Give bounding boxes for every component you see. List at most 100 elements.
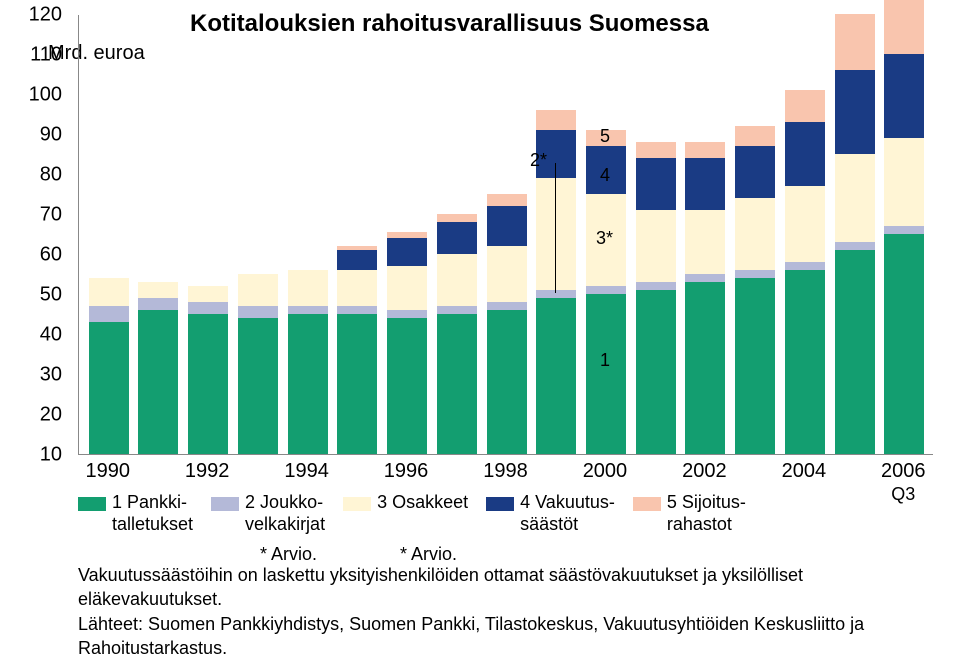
x-tick-label: 2002 <box>682 460 727 483</box>
y-tick-label: 120 <box>29 4 62 27</box>
legend-item-osakkeet: 3 Osakkeet <box>343 492 468 514</box>
segment-joukko <box>437 306 477 314</box>
y-tick-label: 70 <box>40 204 62 227</box>
legend-item-pankki: 1 Pankki-talletukset <box>78 492 193 535</box>
segment-sijoitus <box>884 0 924 54</box>
annot-3: 3* <box>596 228 613 249</box>
y-tick-label: 50 <box>40 284 62 307</box>
legend-swatch <box>343 497 371 511</box>
segment-joukko <box>387 310 427 318</box>
segment-pankki <box>536 298 576 454</box>
annot-1: 1 <box>600 350 610 371</box>
segment-sijoitus <box>536 110 576 130</box>
segment-vakuutus <box>685 158 725 210</box>
segment-pankki <box>735 278 775 454</box>
x-tick-label: 1996 <box>384 460 429 483</box>
segment-joukko <box>835 242 875 250</box>
legend-swatch <box>78 497 106 511</box>
segment-osakkeet <box>89 278 129 306</box>
segment-pankki <box>337 314 377 454</box>
legend-item-joukko: 2 Joukko-velkakirjat <box>211 492 325 535</box>
segment-joukko <box>785 262 825 270</box>
arvio-note-1: * Arvio. <box>260 544 317 565</box>
annot-line <box>555 163 556 293</box>
segment-pankki <box>89 322 129 454</box>
footer-line-1: Vakuutussäästöihin on laskettu yksityish… <box>78 565 803 609</box>
segment-joukko <box>884 226 924 234</box>
segment-sijoitus <box>735 126 775 146</box>
segment-joukko <box>735 270 775 278</box>
segment-joukko <box>138 298 178 310</box>
segment-sijoitus <box>337 246 377 250</box>
segment-pankki <box>188 314 228 454</box>
legend-label: 4 Vakuutus-säästöt <box>520 492 615 535</box>
segment-sijoitus <box>685 142 725 158</box>
legend-item-vakuutus: 4 Vakuutus-säästöt <box>486 492 615 535</box>
segment-joukko <box>188 302 228 314</box>
segment-sijoitus <box>487 194 527 206</box>
segment-osakkeet <box>636 210 676 282</box>
segment-joukko <box>89 306 129 322</box>
legend-item-sijoitus: 5 Sijoitus-rahastot <box>633 492 746 535</box>
y-tick-label: 100 <box>29 84 62 107</box>
x-tick-label: 1994 <box>284 460 329 483</box>
legend-swatch <box>211 497 239 511</box>
x-tick-label: 2006 <box>881 460 926 483</box>
segment-sijoitus <box>835 14 875 70</box>
segment-pankki <box>387 318 427 454</box>
x-tick-label: 1992 <box>185 460 230 483</box>
segment-osakkeet <box>288 270 328 306</box>
arvio-note-2: * Arvio. <box>400 544 457 565</box>
segment-pankki <box>785 270 825 454</box>
segment-pankki <box>685 282 725 454</box>
legend-label: 1 Pankki-talletukset <box>112 492 193 535</box>
segment-vakuutus <box>884 54 924 138</box>
segment-osakkeet <box>536 178 576 290</box>
annot-4: 4 <box>600 165 610 186</box>
segment-osakkeet <box>238 274 278 306</box>
segment-pankki <box>437 314 477 454</box>
y-tick-label: 80 <box>40 164 62 187</box>
segment-pankki <box>884 234 924 454</box>
legend-swatch <box>633 497 661 511</box>
segment-vakuutus <box>785 122 825 186</box>
legend-label: 2 Joukko-velkakirjat <box>245 492 325 535</box>
segment-joukko <box>685 274 725 282</box>
x-axis: 199019921994199619982000200220042006Q3 <box>78 458 933 488</box>
x-tick-label: 2000 <box>583 460 628 483</box>
segment-osakkeet <box>138 282 178 298</box>
y-tick-label: 20 <box>40 404 62 427</box>
segment-vakuutus <box>835 70 875 154</box>
segment-sijoitus <box>437 214 477 222</box>
segment-osakkeet <box>487 246 527 302</box>
segment-pankki <box>288 314 328 454</box>
segment-vakuutus <box>487 206 527 246</box>
segment-pankki <box>238 318 278 454</box>
segment-joukko <box>586 286 626 294</box>
segment-vakuutus <box>387 238 427 266</box>
y-tick-label: 10 <box>40 444 62 467</box>
segment-osakkeet <box>437 254 477 306</box>
segment-pankki <box>835 250 875 454</box>
segment-osakkeet <box>835 154 875 242</box>
y-tick-label: 110 <box>30 44 62 67</box>
footer-text: Vakuutussäästöihin on laskettu yksityish… <box>78 563 948 660</box>
y-tick-label: 90 <box>40 124 62 147</box>
legend-label: 3 Osakkeet <box>377 492 468 514</box>
x-tick-label: 1990 <box>85 460 130 483</box>
segment-osakkeet <box>884 138 924 226</box>
segment-vakuutus <box>337 250 377 270</box>
segment-vakuutus <box>735 146 775 198</box>
annot-2: 2* <box>530 150 547 171</box>
segment-osakkeet <box>337 270 377 306</box>
segment-pankki <box>487 310 527 454</box>
segment-pankki <box>636 290 676 454</box>
x-tick-label: 1998 <box>483 460 528 483</box>
segment-joukko <box>487 302 527 310</box>
annot-5: 5 <box>600 126 610 147</box>
segment-joukko <box>238 306 278 318</box>
segment-sijoitus <box>785 90 825 122</box>
segment-osakkeet <box>785 186 825 262</box>
segment-osakkeet <box>735 198 775 270</box>
segment-pankki <box>586 294 626 454</box>
